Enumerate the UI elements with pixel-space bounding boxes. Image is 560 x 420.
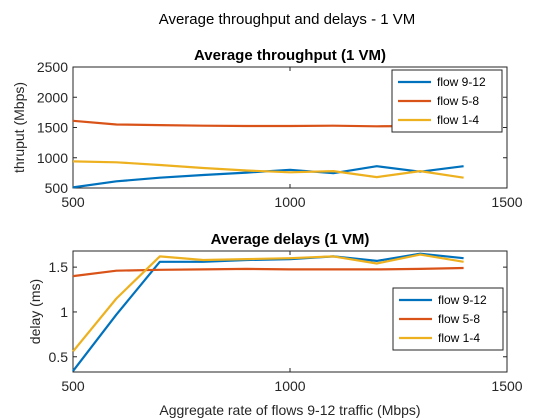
y-tick-label: 1500 — [37, 120, 68, 136]
y-tick-label: 2500 — [37, 59, 68, 75]
x-tick-label: 1500 — [491, 194, 522, 210]
series-line-flow-5-8 — [72, 266, 464, 278]
y-tick-label: 500 — [45, 180, 69, 196]
legend-entry: flow 5-8 — [437, 94, 479, 108]
panel-title: Average delays (1 VM) — [211, 231, 370, 248]
x-tick-label: 500 — [61, 194, 85, 210]
figure-suptitle: Average throughput and delays - 1 VM — [159, 11, 416, 28]
series-line-flow-1-4 — [72, 160, 464, 179]
y-tick-label: 1000 — [37, 150, 68, 166]
y-tick-label: 1 — [60, 304, 68, 320]
throughput-panel: Average throughput (1 VM) 500 1000 1500 500 1… — [11, 47, 523, 210]
panel-title: Average throughput (1 VM) — [194, 47, 386, 64]
x-tick-label: 1000 — [274, 378, 305, 394]
legend-entry: flow 1-4 — [437, 113, 479, 127]
legend-entry: flow 9-12 — [438, 293, 487, 307]
y-tick-label: 1.5 — [49, 259, 69, 275]
y-axis-label: thruput (Mbps) — [11, 82, 27, 173]
delay-panel: Average delays (1 VM) 500 1000 1500 0.5 1 1.5 d… — [27, 231, 523, 418]
x-tick-label: 500 — [61, 378, 85, 394]
series-line-flow-1-4 — [72, 253, 464, 353]
legend-entry: flow 5-8 — [438, 312, 480, 326]
y-axis-label: delay (ms) — [27, 279, 43, 344]
x-tick-label: 1000 — [274, 194, 305, 210]
x-tick-label: 1500 — [491, 378, 522, 394]
y-tick-label: 2000 — [37, 89, 68, 105]
y-tick-label: 0.5 — [49, 349, 69, 365]
legend-entry: flow 1-4 — [438, 331, 480, 345]
x-axis-label: Aggregate rate of flows 9-12 traffic (Mb… — [159, 402, 420, 418]
legend-entry: flow 9-12 — [437, 75, 486, 89]
